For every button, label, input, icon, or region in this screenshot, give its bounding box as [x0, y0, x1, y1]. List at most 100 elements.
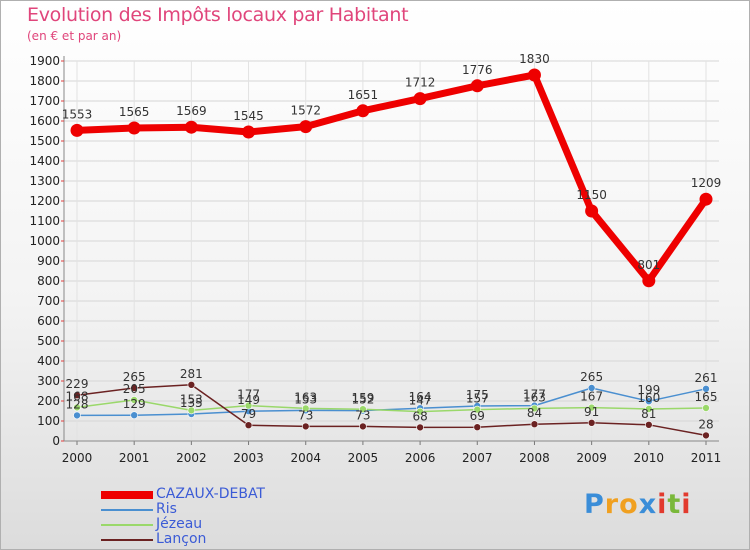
data-point: [702, 404, 710, 412]
data-point: [130, 411, 138, 420]
data-label: 160: [637, 391, 660, 405]
chart-subtitle: (en € et par an): [27, 29, 122, 43]
data-point: [587, 403, 596, 412]
y-tick-label: 1700: [29, 94, 60, 108]
data-label: 163: [294, 390, 317, 404]
data-label: 1565: [119, 105, 150, 119]
data-label: 1776: [462, 63, 493, 77]
data-point: [530, 420, 539, 429]
series-layer: [70, 68, 713, 440]
data-label: 1712: [405, 76, 436, 90]
data-label: 73: [298, 408, 313, 422]
data-label: 168: [66, 389, 89, 403]
y-tick-label: 100: [37, 414, 60, 428]
data-label: 801: [637, 258, 660, 272]
data-label: 167: [580, 390, 603, 404]
data-point: [70, 123, 84, 137]
legend-label: Ris: [156, 501, 177, 517]
data-point: [642, 274, 656, 288]
data-point: [187, 380, 196, 389]
data-label: 153: [180, 392, 203, 406]
logo-letter: i: [681, 489, 692, 520]
data-point: [244, 401, 253, 410]
data-point: [530, 404, 539, 413]
series-line-ris: [76, 387, 707, 417]
x-axis-ticks: 2000 2001 2002 2003 2004 2005 2006 2007 2008 2009…: [62, 451, 722, 465]
data-label: 147: [409, 394, 432, 408]
axes: [61, 56, 719, 445]
data-label: 91: [584, 405, 599, 419]
data-label: 261: [695, 371, 718, 385]
data-point: [356, 104, 370, 118]
x-tick-label: 2005: [348, 451, 379, 465]
data-label: 265: [580, 370, 603, 384]
y-tick-label: 1500: [29, 134, 60, 148]
data-point: [301, 404, 310, 413]
data-label: 1545: [233, 109, 264, 123]
y-tick-label: 1400: [29, 154, 60, 168]
data-labels: 128 129 135 149 153 152 164 175 1772651992611682…: [62, 52, 722, 431]
y-tick-label: 600: [37, 314, 60, 328]
data-label: 157: [466, 392, 489, 406]
data-point: [299, 120, 313, 134]
series-line-lançon: [76, 384, 707, 437]
data-point: [527, 68, 541, 82]
legend-swatch: [101, 524, 153, 526]
data-label: 1830: [519, 52, 550, 66]
data-label: 79: [241, 407, 256, 421]
data-point: [416, 407, 424, 416]
data-label: 1651: [348, 88, 379, 102]
data-label: 149: [237, 393, 260, 407]
x-tick-label: 2003: [233, 451, 264, 465]
data-point: [73, 403, 81, 412]
x-tick-label: 2002: [176, 451, 207, 465]
y-tick-label: 1100: [29, 214, 60, 228]
data-label: 163: [523, 390, 546, 404]
y-tick-label: 500: [37, 334, 60, 348]
logo-letter: r: [604, 489, 620, 520]
logo-letter: o: [619, 489, 639, 520]
data-point: [73, 391, 81, 400]
data-label: 265: [123, 370, 146, 384]
x-tick-label: 2001: [119, 451, 150, 465]
data-point: [359, 405, 367, 414]
data-point: [127, 121, 141, 135]
data-point: [130, 384, 138, 392]
logo-letter: x: [638, 489, 658, 520]
y-tick-label: 700: [37, 294, 60, 308]
x-tick-label: 2009: [576, 451, 607, 465]
data-point: [585, 204, 599, 218]
x-tick-label: 2006: [405, 451, 436, 465]
data-label: 1209: [691, 176, 722, 190]
data-label: 81: [641, 407, 656, 421]
data-point: [473, 423, 482, 432]
proxiti-logo: Proxiti: [584, 489, 692, 520]
data-point: [587, 418, 596, 427]
data-label: 84: [527, 406, 542, 420]
data-label: 153: [294, 392, 317, 406]
x-tick-label: 2010: [634, 451, 665, 465]
legend-label: Jézeau: [156, 516, 203, 532]
legend-swatch: [101, 509, 153, 511]
legend-label: Lançon: [156, 531, 207, 547]
data-label: 164: [409, 390, 432, 404]
data-point: [645, 420, 653, 429]
y-tick-label: 0: [52, 434, 60, 448]
y-axis-ticks: 0 100 200 300 400 500 600 700 800 900 1000 1100 1200…: [29, 54, 60, 448]
data-point: [473, 405, 482, 414]
data-point: [699, 192, 713, 206]
x-tick-label: 2000: [62, 451, 93, 465]
data-point: [645, 405, 653, 413]
x-tick-label: 2011: [691, 451, 722, 465]
data-label: 165: [695, 390, 718, 404]
data-label: 175: [466, 388, 489, 402]
series-line-cazaux-debat: [73, 71, 710, 285]
data-label: 205: [123, 382, 146, 396]
chart-title: Evolution des Impôts locaux par Habitant: [27, 4, 409, 26]
data-point: [184, 120, 198, 134]
y-tick-label: 1900: [29, 54, 60, 68]
data-label: 159: [351, 391, 374, 405]
data-label: 1572: [290, 104, 321, 118]
x-tick-label: 2008: [519, 451, 550, 465]
data-label: 135: [180, 396, 203, 410]
